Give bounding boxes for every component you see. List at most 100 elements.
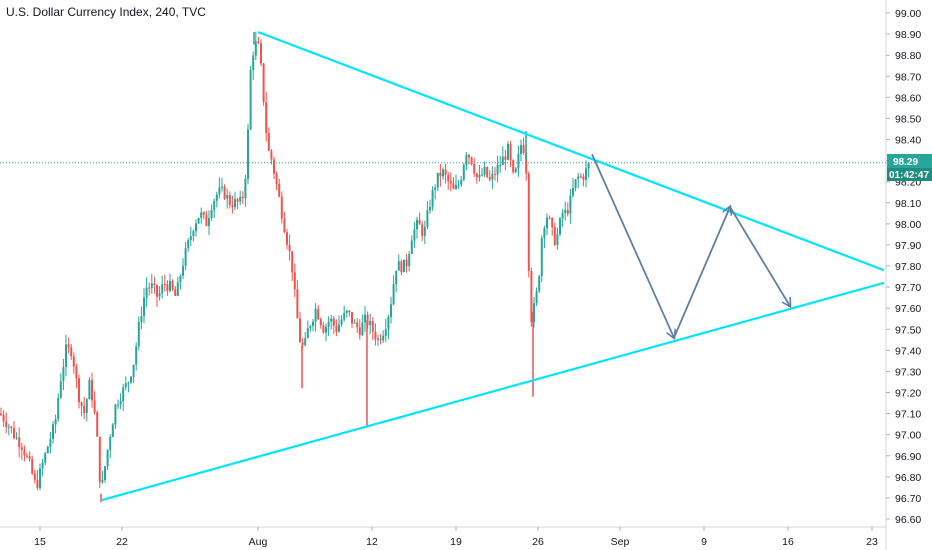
candle-body [507,143,509,160]
candle-body [244,178,247,199]
candle-body [41,462,44,469]
candle-body [527,173,530,271]
projection-arrow[interactable] [591,153,674,337]
candle-body [460,179,463,185]
candle-body [556,234,559,245]
candle-body [405,259,408,267]
candle-body [288,244,291,252]
candle-body [283,218,286,233]
trendline-lower[interactable] [101,281,885,502]
candle-body [299,318,301,343]
candle-body [228,194,231,206]
candle-body [522,145,525,154]
candle-body [384,329,387,336]
candle-body [501,156,504,166]
candle-body [353,322,356,324]
candle-body [426,210,429,227]
y-tick-label: 96.70 [895,493,921,505]
candle-body [26,455,28,457]
candle-body [325,326,327,333]
candle-body [400,261,403,273]
x-tick-label: Aug [249,536,268,548]
candle-body [423,226,426,236]
candle-body [85,399,88,414]
candle-body [397,261,400,271]
candle-body [455,185,457,189]
candle-body [171,280,174,290]
candle-body [418,219,421,225]
candle-body [10,426,13,429]
candle-body [512,160,515,173]
candle-body [504,156,507,160]
candle-body [215,194,218,201]
candle-body [579,176,582,178]
candle-body [577,176,580,180]
x-tick-label: 16 [782,536,794,548]
candle-body [13,428,15,439]
candle-body [28,456,31,460]
candle-body [197,217,200,224]
candle-body [260,43,262,64]
candle-body [44,453,47,463]
candle-body [559,218,561,235]
y-tick-label: 98.70 [895,71,921,83]
candle-body [436,172,439,188]
candle-body [36,479,39,488]
candle-body [132,364,135,377]
candle-body [2,415,5,422]
candle-body [179,275,182,283]
candle-body [551,218,554,228]
candle-body [15,437,18,439]
candle-body [265,101,268,134]
candle-body [275,173,278,184]
y-axis[interactable]: 99.0098.9098.8098.7098.6098.5098.4098.30… [886,8,921,526]
candle-body [291,251,294,273]
candle-body [54,419,57,425]
candle-body [348,310,351,313]
candle-body [301,342,304,345]
candle-body [312,321,314,327]
candle-body [208,218,210,226]
candle-body [52,424,54,440]
y-tick-label: 97.50 [895,324,921,336]
candle-body [587,163,590,169]
candle-body [156,285,158,297]
projection-arrow[interactable] [729,206,790,306]
candle-body [231,205,234,208]
candle-body [286,232,288,245]
candle-body [31,459,34,474]
candle-body [483,166,486,175]
candle-body [192,231,195,237]
candle-body [392,284,395,305]
y-tick-label: 97.10 [895,409,921,421]
x-axis[interactable]: 15 22 Aug 12 19 26 Sep 9 16 23 [34,527,878,548]
candle-body [340,319,343,325]
candle-body [574,179,577,188]
x-tick-label: 15 [34,536,46,548]
candle-body [122,387,125,402]
candle-body [343,312,346,320]
candle-body [361,322,364,336]
candle-body [327,321,330,327]
candle-body [543,228,546,239]
candle-body [408,253,411,267]
candle-body [309,326,312,329]
candle-body [569,195,572,214]
candle-body [65,344,67,367]
candle-body [566,209,569,214]
projection-arrow[interactable] [673,207,730,339]
candle-body [33,473,36,480]
candle-body [143,297,145,317]
trendlines-group [101,30,885,502]
candle-body [322,325,325,333]
x-tick-label: 19 [450,536,462,548]
candle-body [57,397,60,420]
trendline-upper[interactable] [257,30,885,272]
candle-body [538,276,541,292]
candle-body [80,402,83,406]
candle-body [267,133,270,151]
candle-body [0,413,2,416]
candle-body [533,303,535,323]
candle-body [296,289,299,319]
